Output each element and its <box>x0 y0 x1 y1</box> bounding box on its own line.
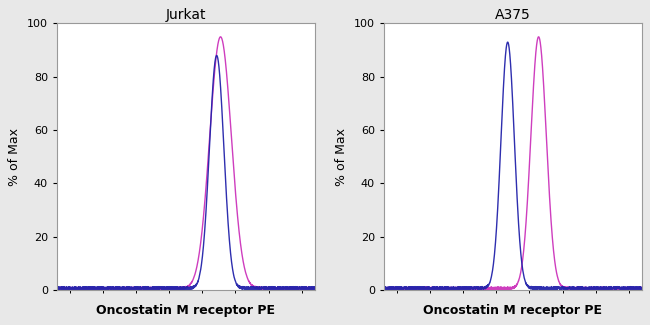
Y-axis label: % of Max: % of Max <box>335 128 348 186</box>
Title: A375: A375 <box>495 8 530 22</box>
Y-axis label: % of Max: % of Max <box>8 128 21 186</box>
X-axis label: Oncostatin M receptor PE: Oncostatin M receptor PE <box>96 304 275 317</box>
X-axis label: Oncostatin M receptor PE: Oncostatin M receptor PE <box>423 304 603 317</box>
Title: Jurkat: Jurkat <box>166 8 206 22</box>
